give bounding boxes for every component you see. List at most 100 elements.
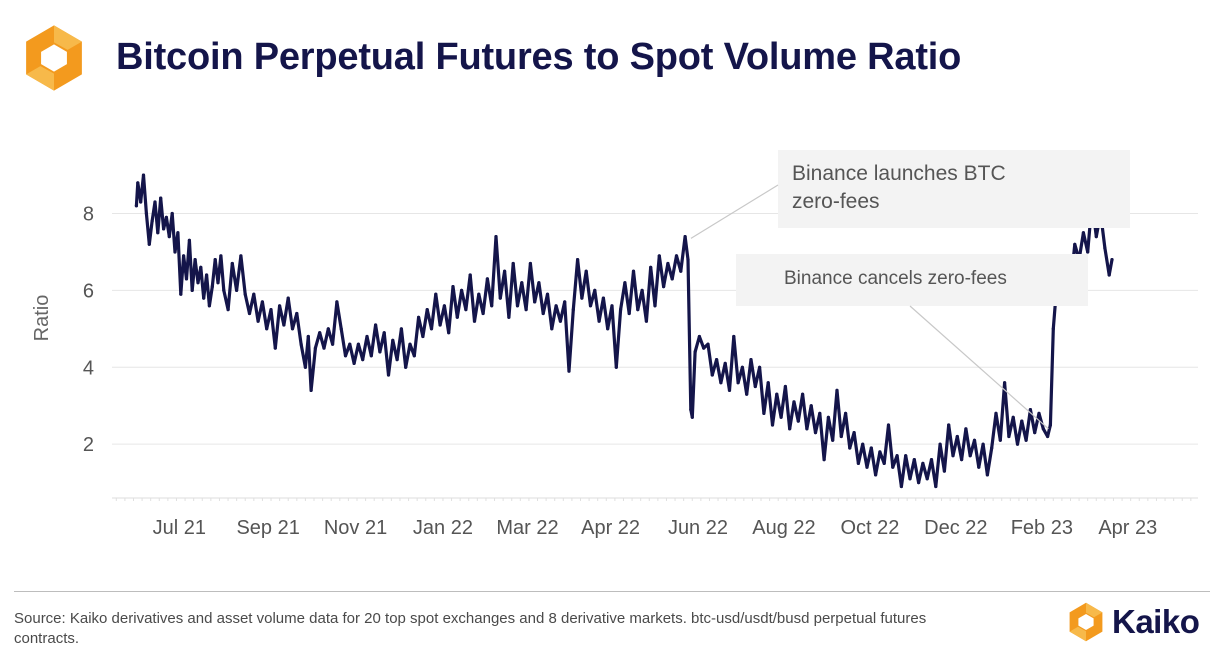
data-point (498, 296, 502, 300)
data-point (960, 458, 964, 462)
data-point (184, 277, 189, 281)
x-tick-label: Dec 22 (924, 517, 987, 539)
y-axis-label: Ratio (31, 295, 53, 342)
data-point (1073, 242, 1077, 246)
data-point (758, 365, 762, 369)
data-point (601, 296, 606, 300)
data-point (150, 219, 154, 223)
data-point (335, 300, 339, 304)
data-point (1041, 427, 1045, 431)
data-point (929, 458, 934, 462)
data-point (576, 258, 580, 262)
data-point (567, 369, 571, 373)
data-point (839, 434, 843, 439)
data-point (365, 334, 369, 339)
data-point (753, 384, 757, 389)
data-point (848, 446, 852, 450)
data-point (1103, 246, 1107, 250)
data-point (326, 327, 330, 331)
data-point (1007, 434, 1011, 439)
data-point (584, 269, 588, 273)
data-point (951, 454, 955, 458)
data-point (662, 285, 666, 289)
data-point (869, 446, 873, 450)
data-point (749, 358, 753, 362)
data-point (494, 235, 498, 239)
annotation-box (778, 150, 1130, 228)
data-point (1094, 235, 1098, 239)
data-point (985, 473, 990, 477)
y-tick-label: 4 (83, 357, 94, 379)
y-tick-label: 6 (83, 280, 94, 302)
data-point (653, 304, 657, 308)
data-point (252, 292, 256, 296)
data-point (219, 254, 223, 258)
x-tick-label: Apr 23 (1098, 517, 1157, 539)
annotation-text: Binance cancels zero-fees (784, 268, 1007, 289)
footer-divider (14, 591, 1210, 592)
data-point (1033, 431, 1037, 435)
x-tick-label: Oct 22 (840, 517, 899, 539)
data-point (1024, 438, 1028, 442)
data-point (994, 411, 998, 415)
x-tick-label: Jan 22 (413, 517, 473, 539)
line-chart: 2 4 6 8 Jul 21 Sep 21 Nov 21 Jan 22 Mar 22 Apr 22… (31, 150, 1198, 539)
data-point (282, 323, 286, 327)
annotations: Binance launches BTC zero-fees Binance can… (690, 150, 1130, 430)
data-point (348, 342, 352, 346)
annotation-box (736, 254, 1088, 306)
data-point (895, 454, 899, 458)
data-point (1051, 327, 1055, 331)
data-point (856, 461, 861, 465)
data-point (706, 342, 710, 346)
brand-name: Kaiko (1112, 603, 1200, 640)
data-point (412, 354, 416, 358)
annotation-leader-line (690, 184, 779, 239)
data-point (606, 327, 610, 331)
data-point (395, 358, 399, 362)
data-point (1110, 258, 1114, 262)
data-point (216, 281, 220, 285)
data-point (265, 327, 269, 331)
data-point (247, 311, 252, 316)
data-point (136, 181, 140, 185)
data-point (260, 300, 264, 304)
data-point (295, 311, 299, 316)
data-point (801, 392, 805, 396)
data-point (1011, 415, 1015, 419)
data-point (485, 277, 489, 281)
data-point (627, 311, 631, 316)
data-point (425, 308, 429, 312)
data-point (515, 304, 520, 308)
data-point (649, 265, 653, 269)
axes: 2 4 6 8 Jul 21 Sep 21 Nov 21 Jan 22 Mar 22 Apr 22… (31, 204, 1198, 539)
data-point (299, 342, 303, 346)
data-point (144, 211, 148, 216)
data-point (990, 446, 994, 450)
data-point (404, 365, 408, 369)
data-point (290, 327, 295, 331)
data-point (1015, 442, 1020, 446)
data-point (545, 292, 550, 296)
x-tick-label: Jul 21 (153, 517, 206, 539)
data-point (809, 404, 813, 408)
data-point (187, 238, 191, 242)
page-title: Bitcoin Perpetual Futures to Spot Volume… (116, 36, 962, 78)
data-point (269, 308, 273, 312)
source-note: Source: Kaiko derivatives and asset volu… (14, 610, 927, 647)
data-point (1037, 411, 1041, 415)
data-point (243, 292, 247, 296)
data-point (139, 200, 143, 204)
data-point (369, 354, 373, 358)
data-point (235, 288, 239, 292)
data-point (159, 196, 163, 200)
data-point (503, 269, 507, 273)
data-point (352, 361, 356, 365)
data-point (528, 261, 533, 266)
data-point (964, 427, 968, 431)
data-point (322, 346, 326, 350)
kaiko-logo-icon (1069, 602, 1103, 642)
data-point (674, 254, 679, 258)
data-point (783, 384, 788, 389)
data-point (619, 308, 623, 312)
